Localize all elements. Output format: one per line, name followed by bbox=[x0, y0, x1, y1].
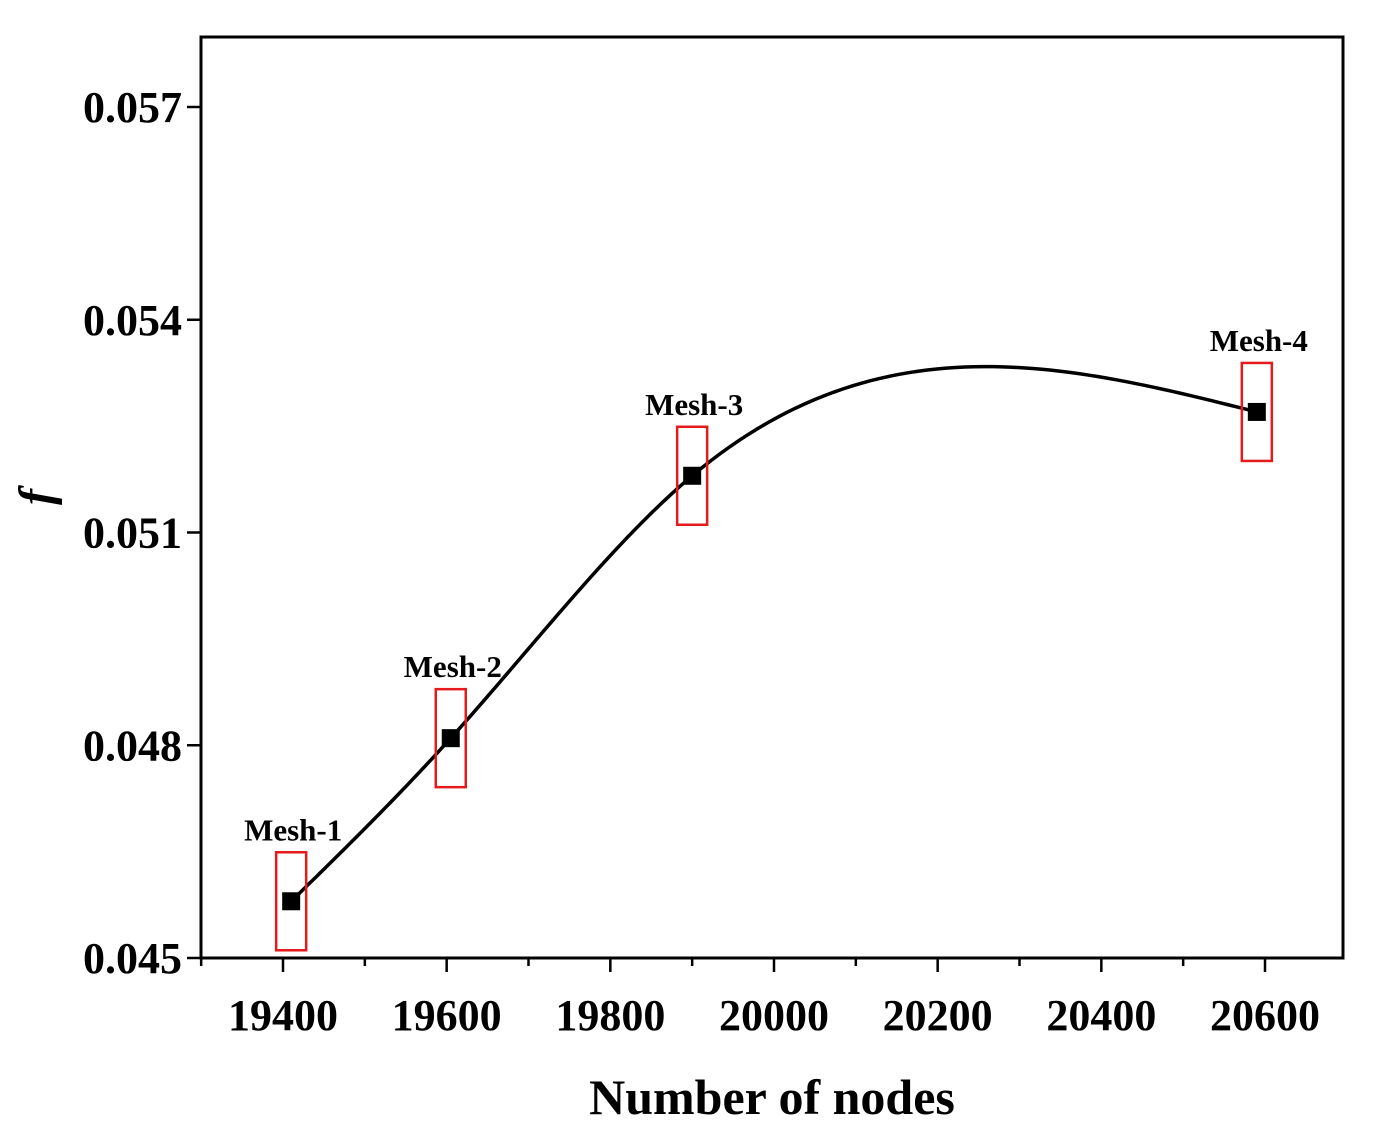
highlight-box bbox=[274, 851, 308, 952]
data-point bbox=[282, 892, 301, 911]
x-axis-ticks: 19400 19600 19800 20000 20200 20400 20600 bbox=[199, 958, 1320, 1040]
data-point bbox=[441, 729, 460, 748]
x-tick-label: 20000 bbox=[719, 991, 829, 1040]
y-tick-label: 0.054 bbox=[83, 296, 182, 345]
point-highlights bbox=[274, 361, 1274, 952]
y-axis-ticks: 0.045 0.048 0.051 0.054 0.057 bbox=[83, 83, 201, 983]
x-axis-title: Number of nodes bbox=[589, 1069, 955, 1125]
plot-area bbox=[199, 35, 1345, 960]
y-tick-label: 0.048 bbox=[83, 721, 182, 770]
x-tick-label: 20400 bbox=[1046, 991, 1156, 1040]
point-labels: Mesh-1 Mesh-2 Mesh-3 Mesh-4 bbox=[244, 323, 1308, 847]
data-point bbox=[1247, 402, 1266, 421]
x-tick-label: 20200 bbox=[883, 991, 993, 1040]
highlight-box bbox=[1240, 361, 1274, 463]
x-tick-label: 19600 bbox=[392, 991, 502, 1040]
y-tick-label: 0.045 bbox=[83, 934, 182, 983]
x-tick-label: 19800 bbox=[555, 991, 665, 1040]
highlight-box bbox=[434, 687, 468, 789]
highlight-box bbox=[675, 425, 709, 527]
x-tick-label: 20600 bbox=[1210, 991, 1320, 1040]
y-tick-label: 0.051 bbox=[83, 509, 182, 558]
series-curve bbox=[289, 364, 1258, 903]
point-label: Mesh-3 bbox=[645, 387, 743, 422]
data-point bbox=[683, 466, 702, 485]
point-label: Mesh-2 bbox=[404, 649, 502, 684]
point-label: Mesh-4 bbox=[1210, 323, 1308, 358]
x-tick-label: 19400 bbox=[228, 991, 338, 1040]
point-label: Mesh-1 bbox=[244, 812, 342, 847]
y-axis-title: f bbox=[10, 485, 63, 505]
y-tick-label: 0.057 bbox=[83, 83, 182, 132]
data-markers bbox=[282, 402, 1266, 911]
